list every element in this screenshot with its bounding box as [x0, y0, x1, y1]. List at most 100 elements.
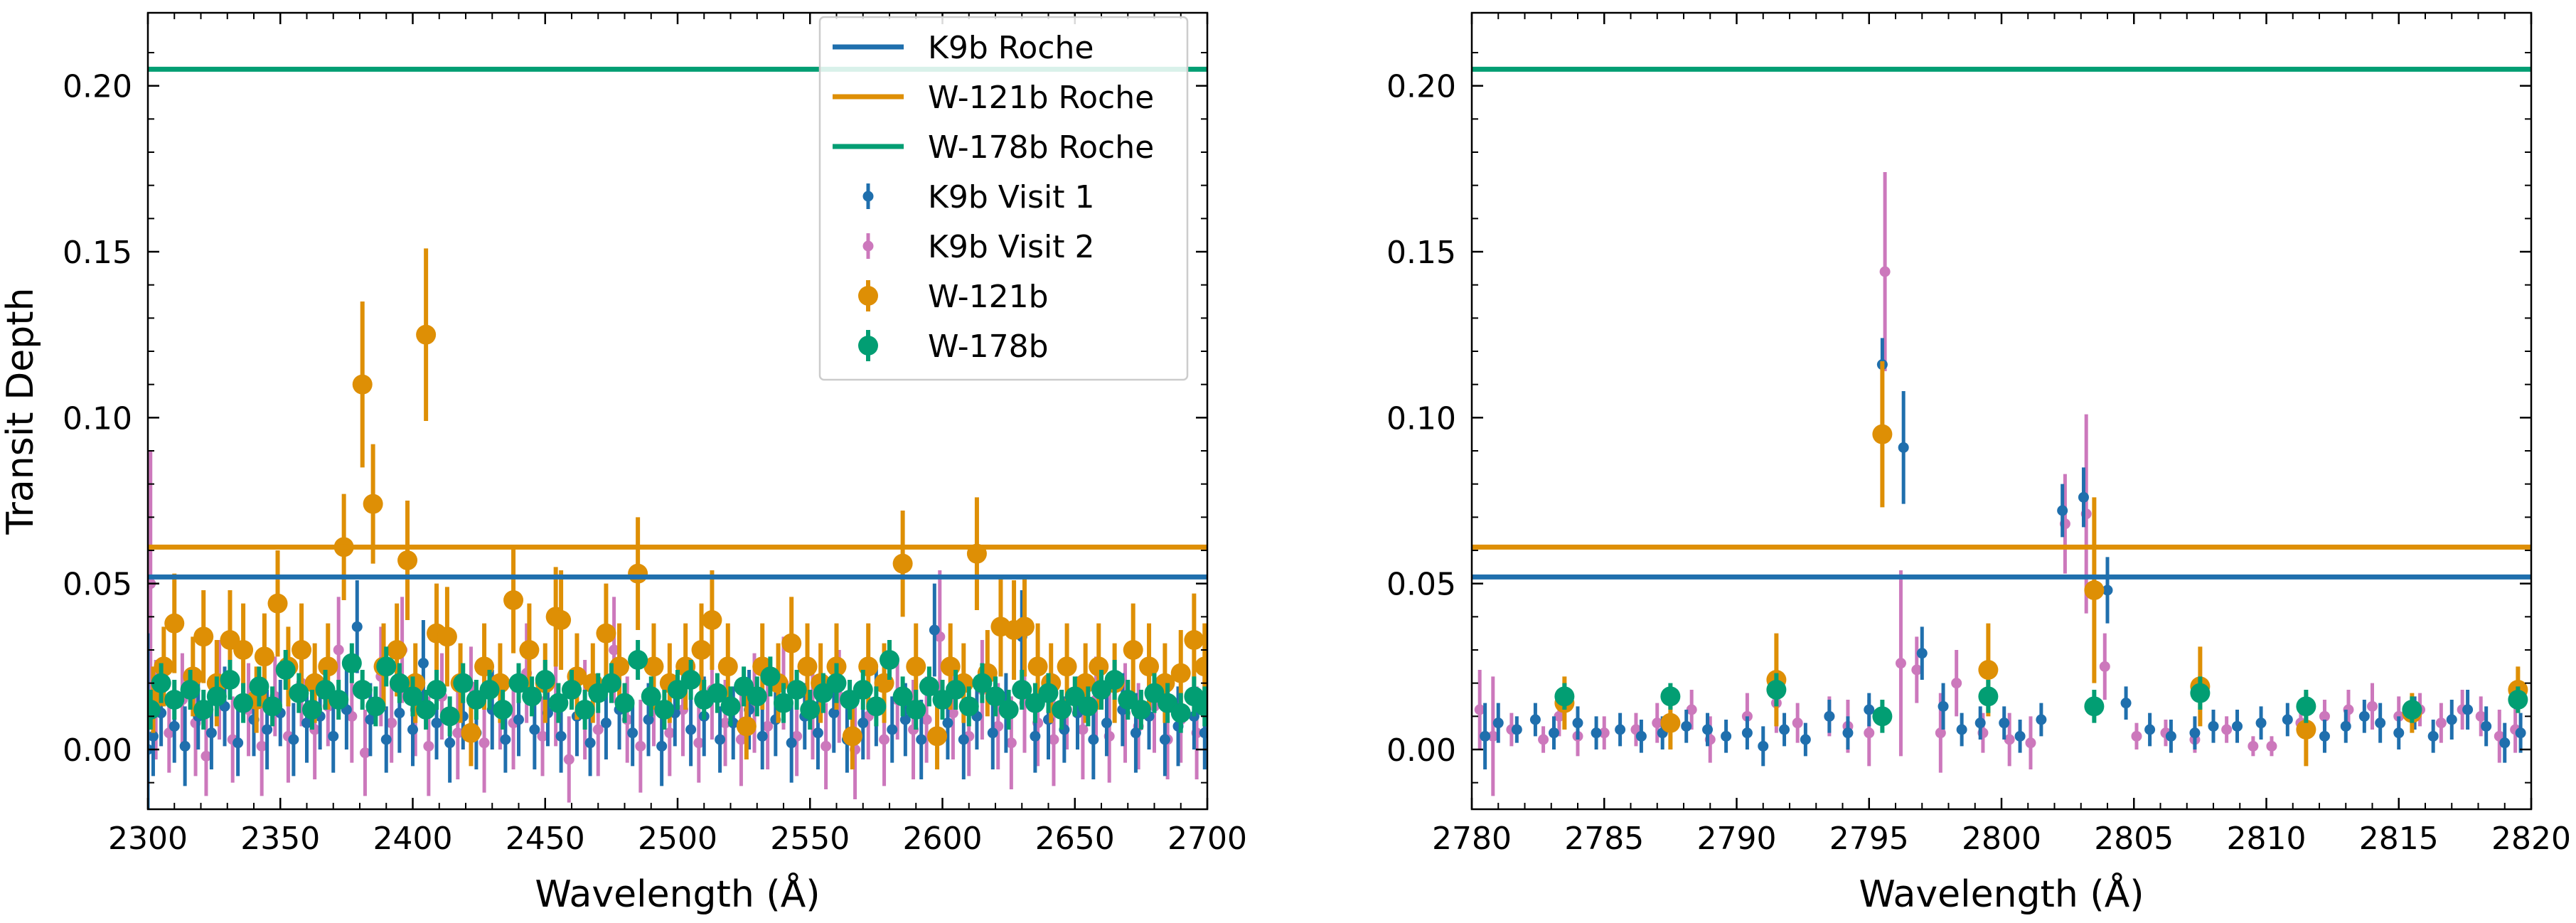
left-data-point	[416, 700, 437, 720]
left-data-point	[887, 724, 898, 735]
right-data-point	[1474, 704, 1485, 715]
left-data-point	[664, 727, 675, 739]
right-data-point	[2078, 491, 2089, 503]
legend-label: K9b Visit 2	[928, 229, 1095, 265]
left-data-point	[352, 374, 373, 395]
x-tick-label: 2400	[373, 821, 453, 857]
left-data-point	[702, 610, 722, 630]
left-data-point	[680, 670, 701, 690]
left-data-point	[535, 670, 555, 690]
left-data-point	[821, 740, 832, 752]
left-data-point	[563, 754, 574, 765]
left-series-w-178b	[148, 640, 1207, 737]
right-data-point	[1864, 727, 1875, 739]
left-data-point	[479, 680, 500, 700]
right-data-point	[1978, 660, 1999, 680]
right-series-k9b-visit-1	[1480, 338, 2526, 769]
left-data-point	[394, 708, 405, 719]
left-data-point	[318, 656, 338, 677]
right-data-point	[1879, 266, 1891, 277]
left-data-point	[916, 734, 927, 745]
left-data-point	[562, 680, 582, 700]
right-data-point	[1872, 424, 1893, 444]
left-data-point	[1078, 696, 1099, 717]
right-data-point	[2102, 585, 2113, 596]
left-data-point	[275, 660, 296, 680]
left-data-point	[1030, 730, 1041, 742]
right-data-point	[1598, 727, 1610, 739]
right-data-point	[2144, 724, 2156, 735]
left-data-point	[929, 624, 940, 636]
left-data-point	[601, 673, 621, 693]
right-data-point	[1487, 730, 1499, 742]
left-data-point	[736, 716, 757, 737]
right-data-point	[2165, 730, 2176, 742]
right-data-point	[1824, 710, 1835, 722]
left-data-point	[892, 553, 913, 574]
left-data-point	[1089, 656, 1109, 677]
right-data-point	[1548, 727, 1559, 739]
left-data-point	[1005, 737, 1017, 749]
right-data-point	[1999, 717, 2010, 729]
left-data-point	[529, 724, 540, 735]
x-tick-label: 2805	[2094, 821, 2174, 857]
right-data-point	[2084, 580, 2105, 600]
right-data-point	[1635, 730, 1647, 742]
left-data-point	[365, 714, 376, 725]
left-data-point	[1057, 656, 1077, 677]
left-data-point	[1195, 696, 1207, 717]
left-data-point	[193, 626, 214, 647]
x-tick-label: 2780	[1432, 821, 1512, 857]
left-data-point	[757, 730, 768, 742]
left-data-point	[972, 673, 993, 693]
left-data-point	[387, 640, 407, 660]
y-tick-label: 0.20	[1386, 69, 1456, 105]
x-tick-label: 2450	[506, 821, 585, 857]
x-tick-label: 2810	[2227, 821, 2307, 857]
x-tick-label: 2800	[1962, 821, 2041, 857]
left-data-point	[1048, 734, 1059, 745]
left-data-point	[921, 714, 932, 725]
right-data-point	[1702, 724, 1714, 735]
legend-label: W-121b	[928, 279, 1049, 315]
left-data-point	[341, 653, 362, 673]
left-data-point	[1199, 727, 1207, 739]
left-data-point	[584, 737, 596, 749]
left-data-point	[627, 727, 638, 739]
left-data-point	[537, 730, 548, 742]
right-data-point	[2319, 730, 2330, 742]
right-data-point	[2446, 714, 2457, 725]
left-data-point	[1012, 680, 1032, 700]
left-data-point	[812, 727, 823, 739]
right-roche-lines	[1472, 66, 2531, 580]
left-data-point	[958, 696, 979, 717]
left-data-point	[249, 676, 269, 697]
left-data-point	[1027, 656, 1048, 677]
right-data-point	[1721, 730, 1732, 742]
right-data-point	[2515, 727, 2526, 739]
x-tick-label: 2785	[1564, 821, 1644, 857]
right-data-point	[1660, 713, 1681, 733]
left-data-point	[365, 696, 386, 717]
right-data-point	[1978, 686, 1999, 707]
left-data-point	[431, 717, 442, 729]
legend-item: K9b Roche	[833, 30, 1094, 66]
right-data-point	[1538, 734, 1549, 745]
right-data-point	[1974, 717, 1986, 729]
left-data-point	[289, 683, 309, 703]
left-data-point	[551, 610, 572, 630]
legend-item: W-121b Roche	[833, 80, 1154, 116]
left-data-point	[781, 633, 802, 653]
right-data-point	[2393, 727, 2405, 739]
left-data-point	[164, 690, 185, 710]
legend-label: W-178b Roche	[928, 129, 1154, 166]
left-data-point	[1170, 663, 1191, 683]
left-data-point	[987, 727, 998, 739]
right-panel: 2780 2785 2790 2795 2800 2805 2810 2815 2820 0.00…	[1386, 11, 2571, 916]
x-tick-label: 2650	[1035, 821, 1115, 857]
left-data-point	[397, 550, 418, 570]
left-data-point	[233, 640, 254, 660]
legend-label: K9b Visit 1	[928, 179, 1095, 215]
right-data-point	[2427, 730, 2439, 742]
right-data-point	[1686, 704, 1697, 715]
